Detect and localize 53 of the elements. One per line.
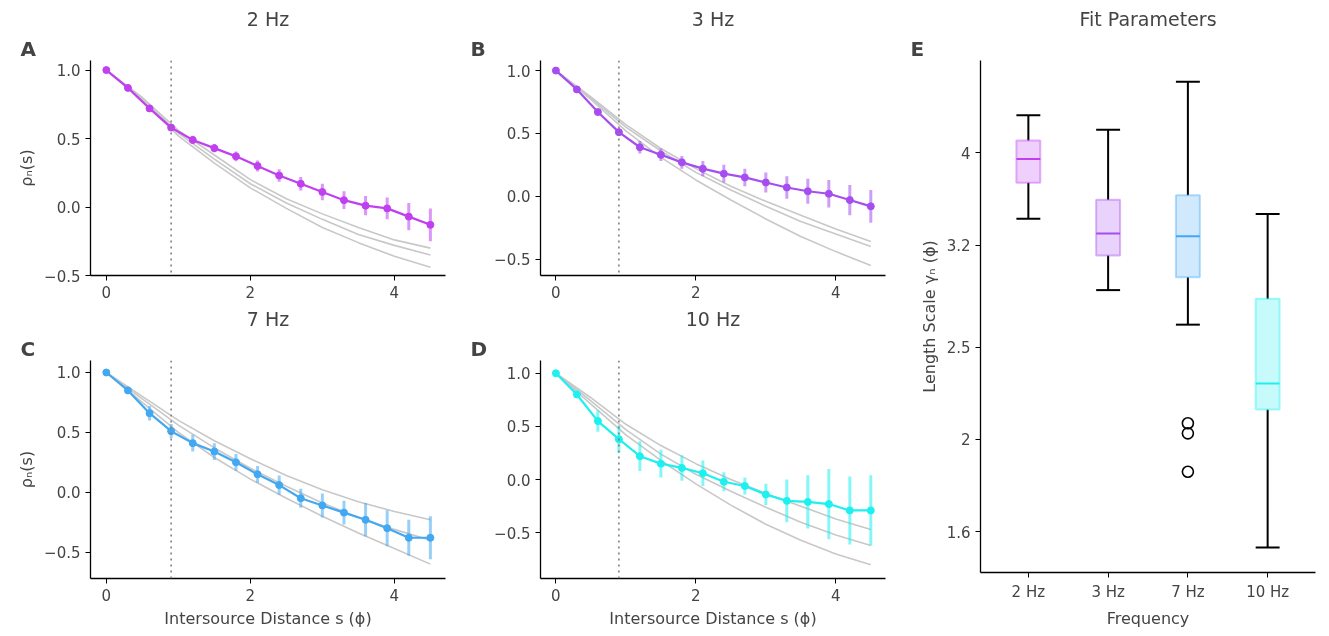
x-tick-label: 4 bbox=[389, 283, 400, 302]
chart-title: 7 Hz bbox=[246, 307, 290, 330]
y-tick-label: −0.5 bbox=[44, 544, 81, 563]
chart-title: 2 Hz bbox=[246, 7, 290, 30]
y-tick-label: 1.0 bbox=[506, 365, 531, 384]
y-tick-label: 2 bbox=[960, 431, 971, 450]
y-tick-label: −0.5 bbox=[494, 524, 531, 543]
x-tick-label: 0 bbox=[551, 586, 561, 605]
text: E bbox=[910, 36, 925, 61]
y-tick-label: 2.5 bbox=[946, 339, 971, 358]
y-tick-label: −0.5 bbox=[494, 251, 531, 270]
y-tick-label: 1.0 bbox=[506, 62, 531, 81]
x-tick-label: 2 bbox=[691, 283, 701, 302]
x-tick-label: 0 bbox=[551, 283, 561, 302]
x-tick-label: 10 Hz bbox=[1246, 582, 1290, 601]
y-axis-title: ρₙ(s) bbox=[17, 149, 37, 187]
x-tick-label: 0 bbox=[101, 586, 112, 605]
chart-title: 3 Hz bbox=[691, 7, 735, 30]
x-tick-label: 2 bbox=[245, 283, 256, 302]
x-tick-label: 4 bbox=[831, 586, 841, 605]
y-tick-label: 0.5 bbox=[56, 424, 81, 443]
y-tick-label: 0.5 bbox=[506, 418, 531, 437]
chart-title: Fit Parameters bbox=[1079, 7, 1217, 30]
x-axis-title: Intersource Distance s (ϕ) bbox=[609, 608, 817, 628]
x-tick-label: 7 Hz bbox=[1171, 582, 1205, 601]
x-tick-label: 4 bbox=[389, 586, 400, 605]
x-axis-title: Frequency bbox=[1106, 608, 1190, 628]
x-tick-label: 2 bbox=[691, 586, 701, 605]
x-axis-title: Intersource Distance s (ϕ) bbox=[164, 608, 372, 628]
y-tick-label: 1.0 bbox=[56, 364, 81, 383]
y-tick-label: −0.5 bbox=[44, 267, 81, 286]
x-tick-label: 4 bbox=[831, 283, 841, 302]
y-tick-label: 0.5 bbox=[56, 130, 81, 149]
text: B bbox=[470, 36, 486, 61]
chart-title: 10 Hz bbox=[685, 307, 741, 330]
text: C bbox=[20, 336, 36, 361]
y-tick-label: 0.0 bbox=[506, 471, 531, 490]
text: A bbox=[20, 36, 37, 61]
x-tick-label: 2 Hz bbox=[1011, 582, 1046, 601]
y-tick-label: 3.2 bbox=[946, 237, 971, 256]
x-tick-label: 0 bbox=[101, 283, 112, 302]
x-tick-label: 2 bbox=[245, 586, 256, 605]
y-tick-label: 4 bbox=[960, 144, 971, 163]
y-tick-label: 0.0 bbox=[506, 188, 531, 207]
y-tick-label: 0.0 bbox=[56, 199, 81, 218]
x-tick-label: 3 Hz bbox=[1091, 582, 1125, 601]
y-tick-label: 0.0 bbox=[56, 484, 81, 503]
text: D bbox=[470, 336, 488, 361]
y-axis-title: Length Scale γₙ (ϕ) bbox=[919, 240, 939, 393]
y-axis-title: ρₙ(s) bbox=[17, 450, 37, 489]
y-tick-label: 1.6 bbox=[946, 523, 971, 542]
y-tick-label: 1.0 bbox=[56, 62, 81, 81]
y-tick-label: 0.5 bbox=[506, 125, 531, 144]
